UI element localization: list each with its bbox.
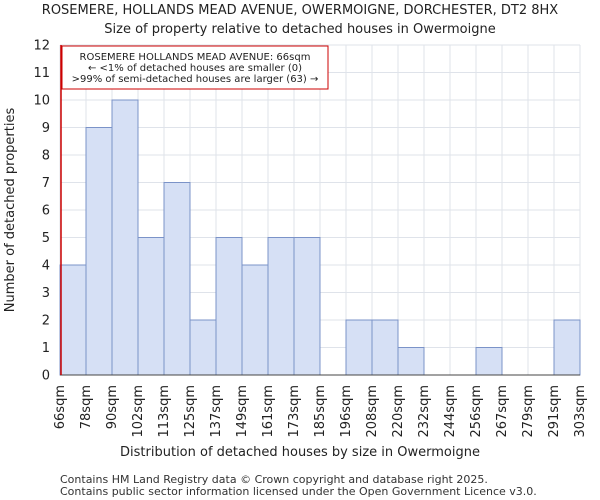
x-tick-label: 208sqm: [365, 385, 380, 438]
x-tick-label: 291sqm: [547, 385, 562, 438]
annotation-line-2: ← <1% of detached houses are smaller (0): [88, 63, 302, 74]
bar: [163, 182, 191, 376]
bar: [59, 264, 87, 376]
x-tick-label: 244sqm: [443, 385, 458, 438]
bar: [293, 237, 321, 376]
x-tick-label: 232sqm: [417, 385, 432, 438]
y-tick-label: 11: [33, 66, 50, 81]
x-tick-label: 90sqm: [105, 385, 120, 429]
annotation-border: [61, 45, 329, 90]
x-tick-label: 125sqm: [183, 385, 198, 438]
x-tick-label: 185sqm: [313, 385, 328, 438]
bar: [137, 237, 165, 376]
bar: [553, 319, 581, 376]
x-tick-label: 303sqm: [573, 385, 588, 438]
bar: [397, 347, 425, 376]
y-tick-label: 2: [42, 314, 50, 329]
x-tick-label: 220sqm: [391, 385, 406, 438]
footer-line-1: Contains HM Land Registry data © Crown c…: [60, 473, 488, 486]
bar: [189, 319, 217, 376]
annotation-box: ROSEMERE HOLLANDS MEAD AVENUE: 66sqm ← <…: [61, 45, 329, 90]
bar: [345, 319, 373, 376]
x-tick-label: 173sqm: [287, 385, 302, 438]
bar: [475, 347, 503, 376]
y-axis-label: Number of detached properties: [3, 108, 18, 313]
x-tick-label: 196sqm: [339, 385, 354, 438]
x-tick-label: 279sqm: [521, 385, 536, 438]
x-tick-label: 66sqm: [53, 385, 68, 429]
y-tick-label: 10: [33, 94, 50, 109]
bar: [85, 127, 113, 376]
y-tick-label: 8: [42, 149, 50, 164]
bar: [371, 319, 399, 376]
y-tick-label: 9: [42, 121, 50, 136]
x-tick-label: 102sqm: [131, 385, 146, 438]
y-tick-label: 12: [33, 39, 50, 54]
y-tick-label: 0: [42, 369, 50, 384]
annotation-line-3: >99% of semi-detached houses are larger …: [72, 74, 319, 85]
x-tick-label: 161sqm: [261, 385, 276, 438]
y-tick-label: 1: [42, 341, 50, 356]
x-tick-label: 78sqm: [79, 385, 94, 429]
y-tick-label: 7: [42, 176, 50, 191]
y-tick-label: 3: [42, 286, 50, 301]
y-tick-label: 5: [42, 231, 50, 246]
y-tick-label: 6: [42, 204, 50, 219]
x-tick-label: 137sqm: [209, 385, 224, 438]
bar: [111, 99, 139, 376]
annotation-line-1: ROSEMERE HOLLANDS MEAD AVENUE: 66sqm: [80, 52, 311, 63]
bar: [215, 237, 243, 376]
footer-line-2: Contains public sector information licen…: [60, 485, 537, 498]
x-tick-labels: 66sqm 78sqm 90sqm 102sqm 113sqm 125sqm 137sqm 1…: [53, 385, 588, 438]
x-tick-label: 256sqm: [469, 385, 484, 438]
bar: [241, 264, 269, 376]
x-tick-label: 149sqm: [235, 385, 250, 438]
bars: [59, 99, 581, 376]
x-axis-label: Distribution of detached houses by size …: [120, 445, 480, 460]
bar: [267, 237, 295, 376]
x-tick-label: 113sqm: [157, 385, 172, 438]
chart-title: ROSEMERE, HOLLANDS MEAD AVENUE, OWERMOIG…: [42, 3, 559, 18]
x-tick-label: 267sqm: [495, 385, 510, 438]
chart-subtitle: Size of property relative to detached ho…: [104, 22, 496, 37]
y-tick-label: 4: [42, 259, 50, 274]
